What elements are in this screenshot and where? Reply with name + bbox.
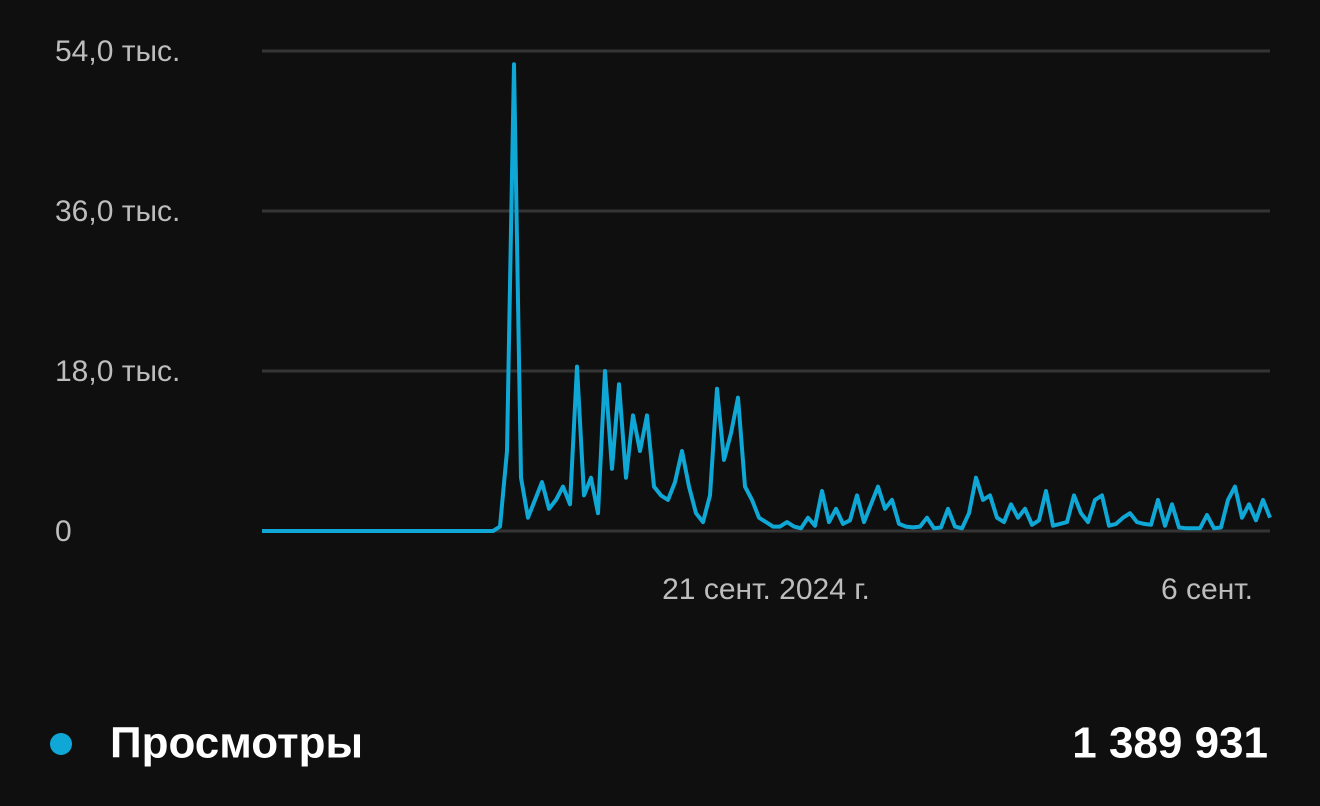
line-series [262,62,1272,533]
legend-label: Просмотры [110,719,363,768]
y-tick-label: 36,0 тыс. [55,195,180,228]
y-tick-label: 0 [55,515,72,548]
legend-total: 1 389 931 [1072,719,1268,768]
x-tick-label: 21 сент. 2024 г. [662,573,870,606]
legend-dot [50,733,72,755]
x-tick-label: 6 сент. [1161,573,1253,606]
y-tick-label: 18,0 тыс. [55,355,180,388]
y-tick-label: 54,0 тыс. [55,35,180,68]
